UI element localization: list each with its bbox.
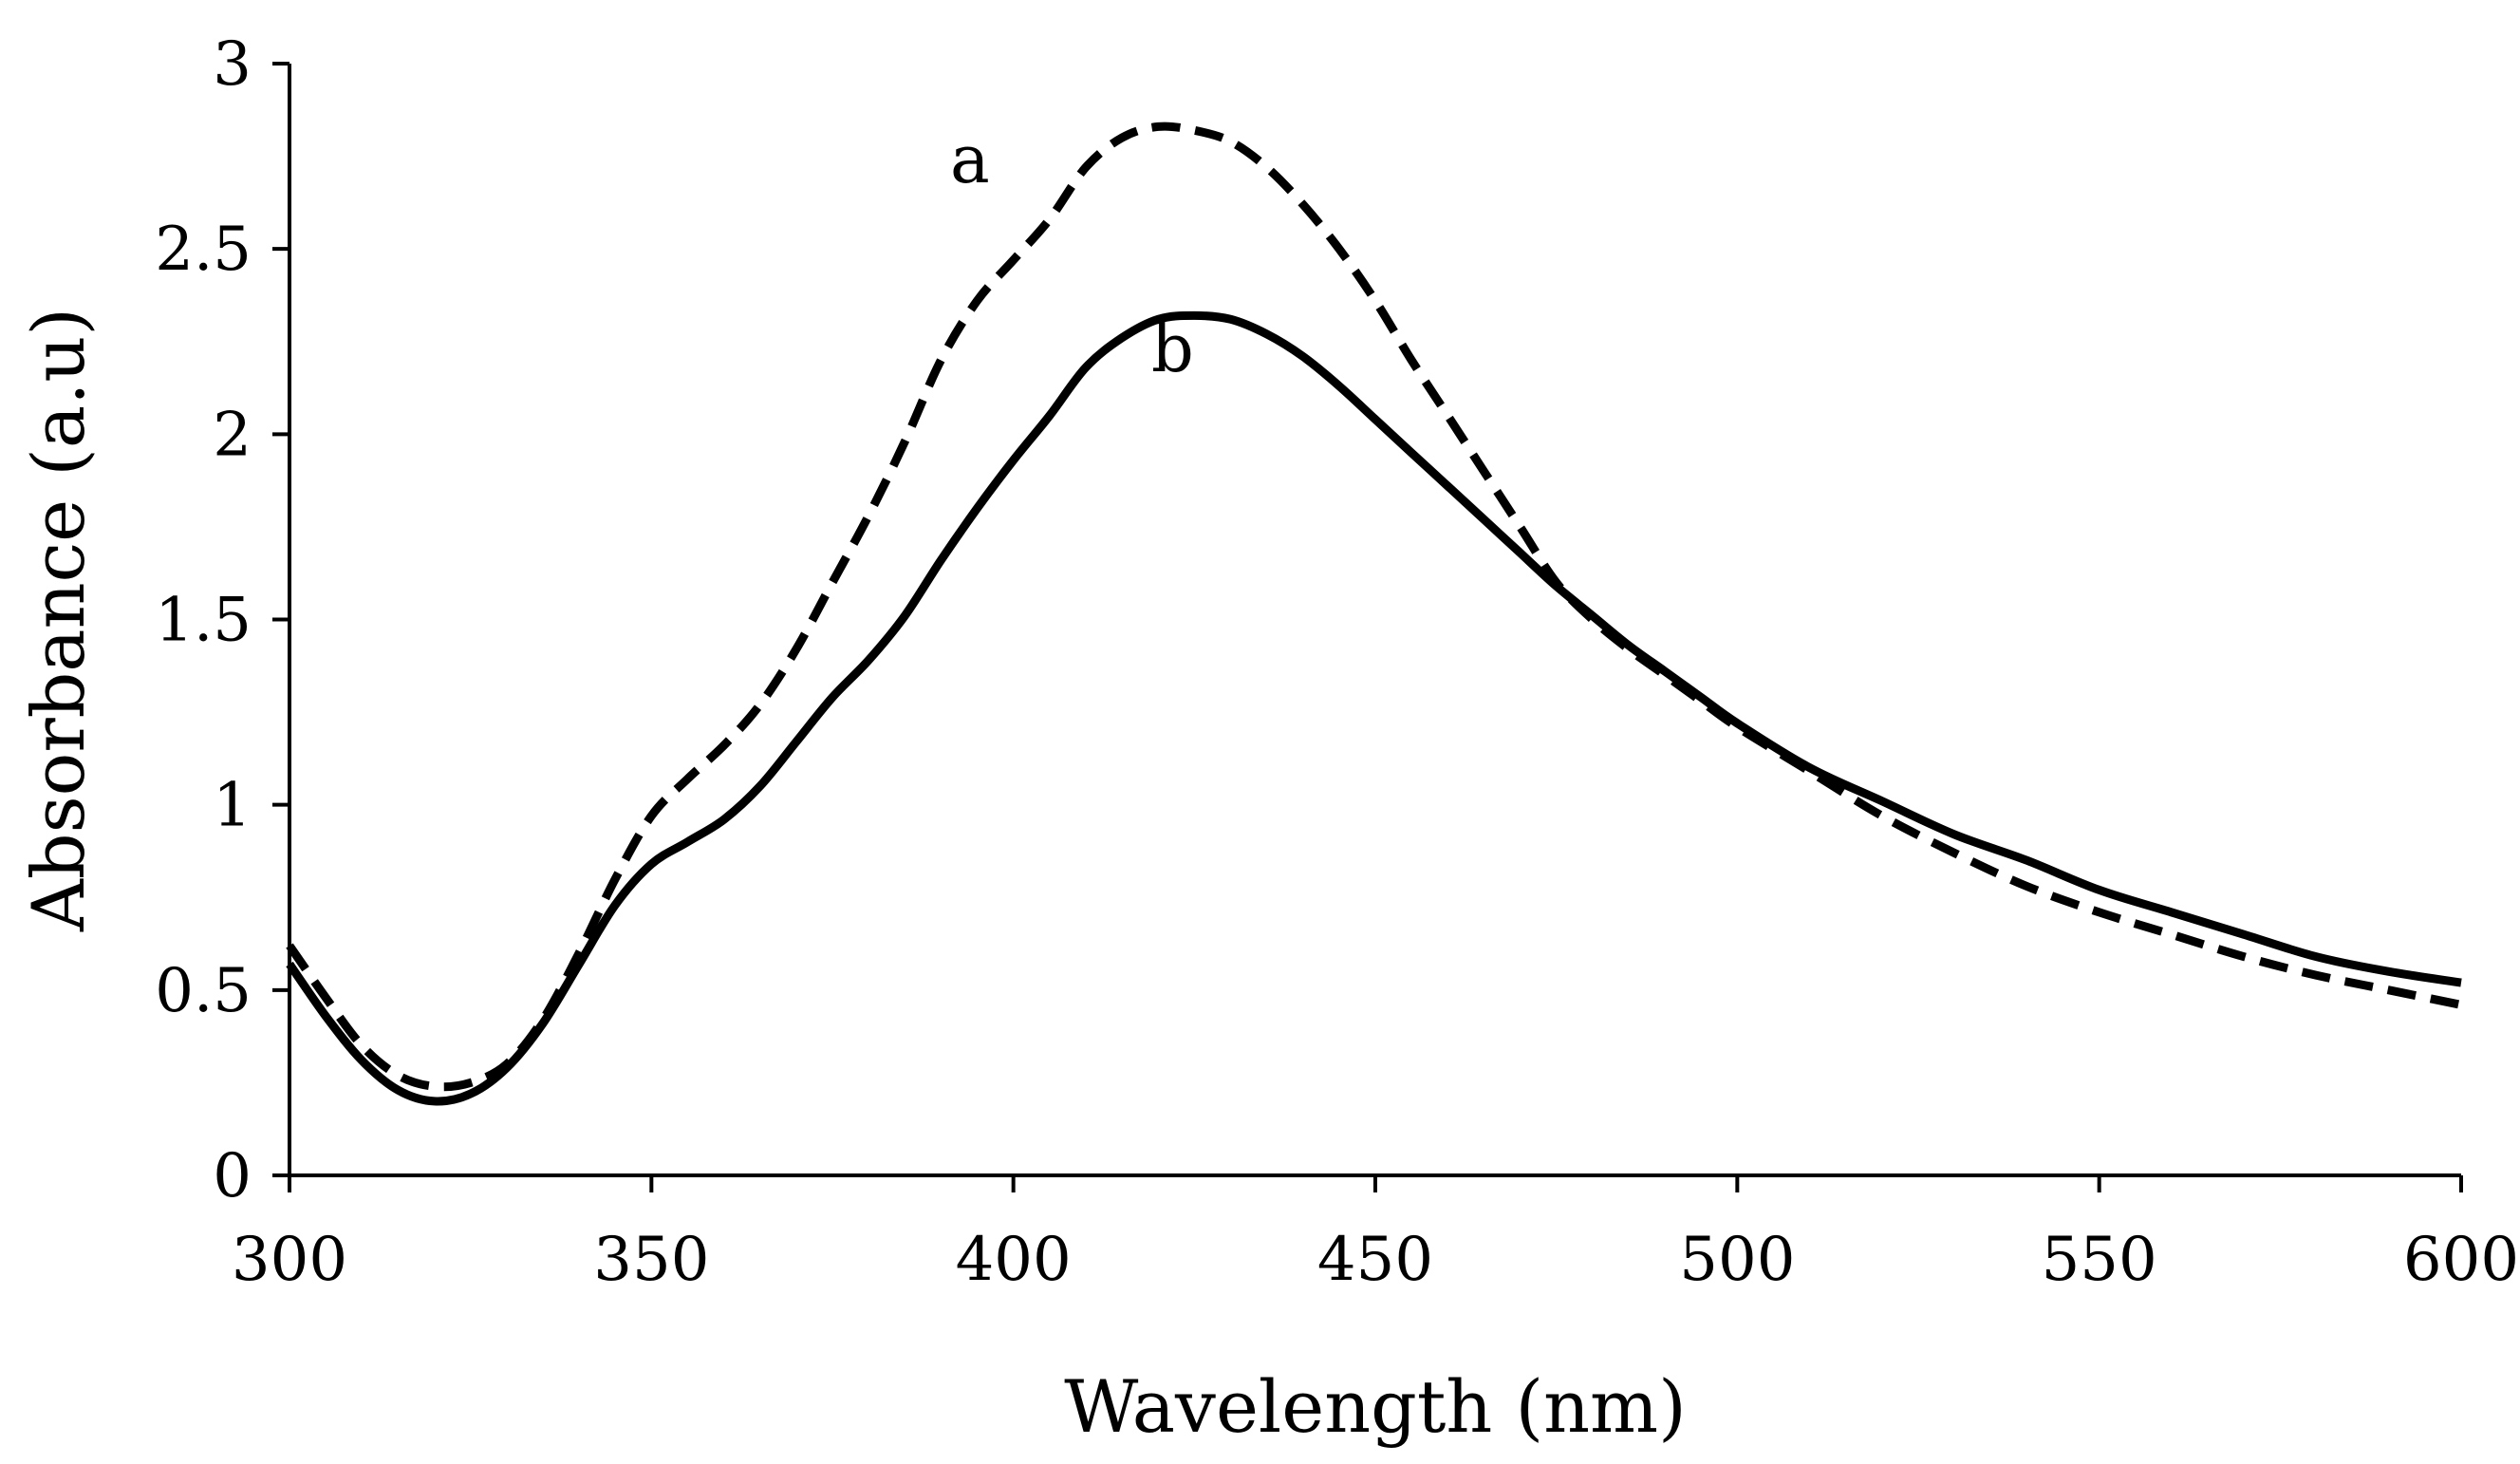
series-a-label: a xyxy=(950,121,990,198)
series-b-line xyxy=(286,310,2462,1106)
y-tick-label: 2 xyxy=(213,400,252,470)
x-tick-label: 550 xyxy=(2042,1225,2157,1295)
ticks-layer: 0 0.5 1 1.5 2 2.5 3 300 350 400 450 500 550 600 xyxy=(155,29,2519,1295)
x-tick-label: 400 xyxy=(956,1225,1072,1295)
series-labels-layer: ab xyxy=(950,121,1194,387)
y-tick-label: 0.5 xyxy=(155,956,252,1026)
x-tick-label: 300 xyxy=(232,1225,347,1295)
y-tick-label: 1.5 xyxy=(155,586,252,656)
y-tick-label: 1 xyxy=(213,771,252,841)
y-tick-label: 3 xyxy=(213,29,252,100)
x-tick-label: 450 xyxy=(1317,1225,1433,1295)
series-b-label: b xyxy=(1151,310,1194,387)
x-tick-label: 600 xyxy=(2403,1225,2519,1295)
series-a-line xyxy=(286,122,2462,1092)
x-tick-label: 500 xyxy=(1679,1225,1795,1295)
series-layer xyxy=(286,122,2462,1106)
x-axis-title: Wavelength (nm) xyxy=(1064,1364,1687,1449)
y-tick-label: 2.5 xyxy=(155,215,252,285)
x-tick-label: 350 xyxy=(593,1225,709,1295)
y-tick-label: 0 xyxy=(213,1141,252,1211)
y-axis-title: Absorbance (a.u) xyxy=(16,308,101,932)
